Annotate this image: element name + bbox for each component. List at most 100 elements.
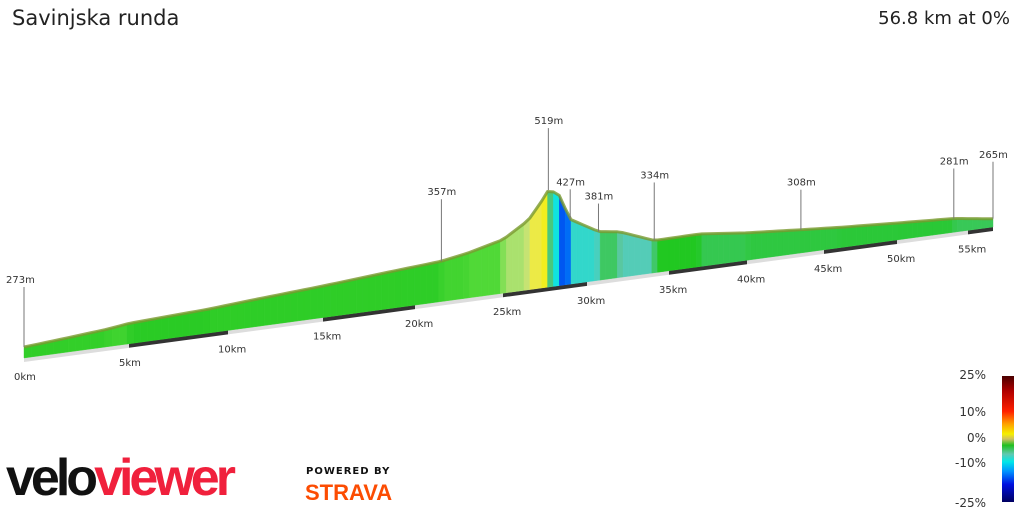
gradient-strip — [487, 242, 495, 296]
distance-band-segment — [897, 230, 968, 244]
gradient-strip — [856, 225, 863, 246]
gradient-strip — [772, 230, 778, 258]
gradient-strip — [892, 222, 898, 241]
x-tick-label: 30km — [577, 296, 605, 307]
distance-band-segment — [129, 330, 228, 348]
gradient-strip — [588, 226, 595, 282]
gradient-strip — [750, 232, 757, 260]
x-tick-label: 40km — [737, 274, 765, 285]
distance-band-segment — [968, 226, 993, 235]
gradient-strip — [897, 222, 903, 241]
gradient-strip — [907, 221, 913, 239]
veloviewer-logo: veloviewer — [6, 449, 236, 507]
gradient-strip — [679, 235, 686, 270]
gradient-strip — [799, 229, 805, 254]
x-tick-label: 35km — [659, 285, 687, 296]
gradient-strip — [450, 256, 458, 301]
gradient-strip — [147, 318, 155, 342]
x-tick-label: 10km — [218, 344, 246, 355]
x-tick-label: 55km — [958, 244, 986, 255]
gradient-strip — [645, 238, 652, 275]
elevation-marker-label: 427m — [556, 177, 585, 188]
gradient-strip — [512, 227, 519, 293]
gradient-strip — [407, 266, 415, 307]
gradient-strip — [788, 229, 795, 255]
gradient-strip — [628, 233, 635, 277]
legend-label: -10% — [954, 456, 986, 470]
gradient-strip — [696, 233, 702, 268]
gradient-strip — [820, 227, 827, 251]
gradient-strip — [922, 220, 928, 237]
gradient-strip — [394, 269, 402, 309]
gradient-strip — [469, 249, 476, 298]
gradient-strip — [809, 228, 816, 252]
gradient-strip — [701, 233, 708, 267]
gradient-strip — [237, 301, 245, 330]
gradient-strip — [617, 231, 624, 279]
gradient-strip — [707, 233, 713, 266]
strava-logo: STRAVA — [305, 480, 393, 505]
gradient-strip — [912, 221, 918, 239]
gradient-strip — [475, 247, 483, 298]
gradient-strip — [611, 231, 618, 279]
gradient-strip — [668, 237, 675, 272]
gradient-strip — [576, 221, 583, 284]
gradient-strip — [836, 226, 842, 249]
gradient-strip — [175, 313, 183, 338]
gradient-strip — [535, 200, 542, 290]
gradient-strip — [761, 231, 768, 259]
gradient-strip — [154, 317, 162, 341]
gradient-strip — [375, 273, 383, 311]
gradient-strip — [438, 259, 446, 303]
gradient-strip — [494, 240, 501, 295]
gradient-strip — [444, 257, 452, 302]
gradient-strip — [570, 219, 578, 285]
gradient-strip — [871, 224, 878, 244]
gradient-strip — [230, 302, 238, 331]
gradient-strip — [257, 297, 265, 327]
gradient-strip — [685, 235, 692, 269]
gradient-strip — [766, 231, 773, 258]
gradient-strip — [877, 223, 883, 243]
gradient-strip — [723, 233, 730, 264]
distance-band-segment — [747, 249, 824, 265]
gradient-strip — [426, 262, 433, 304]
gradient-strip — [952, 218, 958, 233]
gradient-legend: 25% 10% 0% -10% -25% — [955, 368, 1016, 510]
gradient-strip — [793, 229, 800, 255]
elevation-marker-label: 357m — [427, 187, 456, 198]
x-tick-label: 45km — [814, 264, 842, 275]
gradient-strip — [663, 238, 670, 272]
gradient-strip — [133, 320, 142, 344]
gradient-strip — [432, 261, 439, 303]
gradient-strip — [161, 316, 169, 340]
gradient-strip — [336, 281, 344, 316]
gradient-strip — [349, 278, 357, 315]
elevation-marker-label: 281m — [940, 156, 969, 167]
distance-band-segment — [415, 293, 503, 310]
gradient-strip — [250, 298, 258, 328]
gradient-strip — [463, 252, 470, 299]
gradient-strip — [902, 221, 908, 240]
profile-ridge — [23, 189, 994, 349]
gradient-strip — [887, 223, 893, 242]
gradient-strip — [831, 227, 837, 250]
gradient-strip — [182, 312, 190, 337]
x-tick-label: 20km — [405, 319, 433, 330]
gradient-strip — [547, 191, 554, 288]
gradient-strip — [967, 218, 973, 231]
gradient-strip — [277, 293, 285, 324]
gradient-strip — [971, 218, 978, 231]
gradient-strip — [976, 218, 983, 230]
gradient-strip — [739, 232, 746, 262]
gradient-strip — [782, 230, 789, 256]
distance-band-segment — [228, 317, 323, 335]
gradient-strip — [851, 225, 858, 247]
gradient-strip — [381, 271, 389, 310]
gradient-strip — [651, 239, 658, 274]
gradient-strip — [756, 231, 762, 260]
gradient-strip — [270, 294, 278, 325]
gradient-strip — [777, 230, 784, 257]
gradient-strip — [216, 305, 225, 333]
